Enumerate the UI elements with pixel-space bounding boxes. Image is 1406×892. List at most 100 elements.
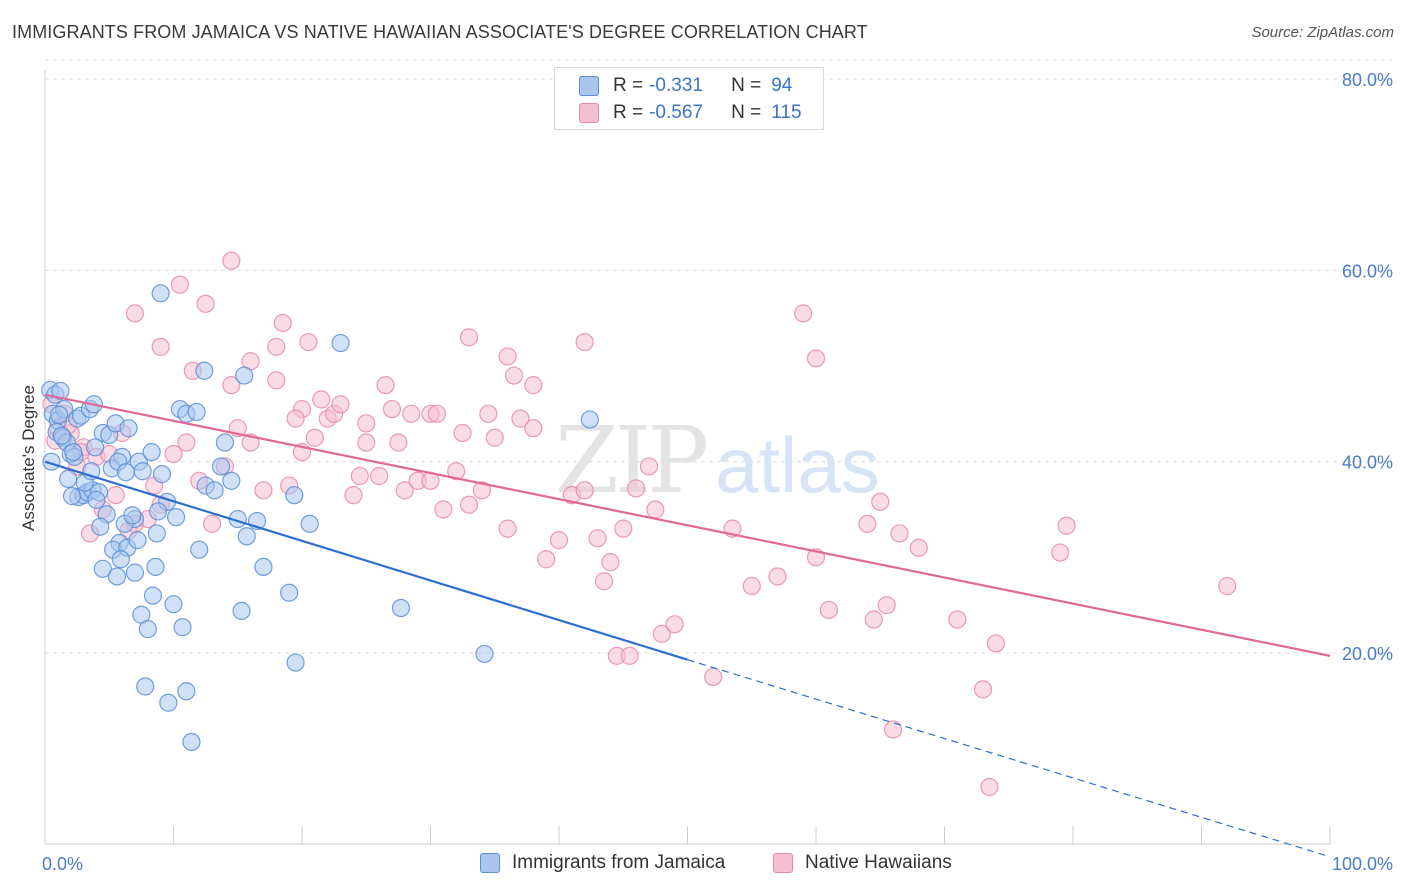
series-swatch-blue [480,853,500,873]
data-point [626,479,646,498]
data-point [504,366,524,385]
x-tick-label: 100.0% [1332,854,1393,874]
data-point [479,404,498,423]
data-point [980,777,999,797]
data-point [116,463,136,482]
data-point [159,693,178,712]
data-point [128,531,147,550]
data-point [475,644,494,664]
data-point [883,720,903,739]
data-point [52,426,71,445]
data-point [1218,576,1237,596]
data-point [1051,543,1070,562]
data-point [395,481,414,500]
data-point [742,576,761,596]
data-point [376,376,395,395]
data-point [138,619,157,639]
data-point [370,466,389,486]
data-point [601,553,620,572]
data-point [524,376,543,395]
data-point [575,332,594,352]
chart-title: IMMIGRANTS FROM JAMAICA VS NATIVE HAWAII… [12,22,868,42]
data-point [704,667,723,687]
data-point [59,469,78,488]
series-legend-hawaiians: Native Hawaiians [773,852,952,874]
legend-n-value: 94 [771,75,793,96]
trend-line-jamaica [44,460,688,661]
data-point [646,500,665,519]
data-point [819,600,838,620]
data-point [871,492,890,511]
data-point [890,524,909,543]
data-point [125,563,145,582]
data-point [136,677,155,696]
data-point [447,462,466,481]
data-point [215,433,234,452]
data-point [877,596,896,615]
legend-row-jamaica: R = -0.331 N = 94 [579,73,792,99]
data-point [195,361,214,380]
data-point [537,550,556,569]
data-point [357,433,376,452]
y-axis-label: Associate's Degree [19,385,38,531]
data-point [222,471,241,490]
data-point [299,332,318,352]
data-point [498,519,517,538]
data-point [106,486,125,505]
data-point [806,349,826,368]
data-point [350,466,369,486]
source-label: Source: ZipAtlas.com [1251,24,1394,41]
data-point [62,487,82,506]
data-point [211,457,231,476]
series-legend-jamaica: Immigrants from Jamaica [480,852,725,874]
data-point [524,419,543,438]
y-tick-label: 60.0% [1342,261,1393,281]
data-point [152,465,172,484]
data-point [232,601,251,621]
data-point [498,347,517,366]
data-point [164,444,183,464]
data-point [459,495,479,514]
data-point [285,486,304,505]
data-point [973,680,993,699]
watermark-atlas: atlas [715,421,880,509]
data-point [93,559,112,578]
legend-n-label: N = [731,75,762,96]
data-point [111,550,130,569]
data-point [594,572,614,591]
data-point [267,337,286,356]
data-point [768,567,787,586]
data-point [580,410,599,429]
data-point [459,328,479,347]
data-point [280,583,299,602]
data-point [190,540,209,559]
legend-r-value: -0.567 [649,102,703,123]
legend-r-label: R = [613,75,644,96]
data-point [64,443,83,462]
data-point [639,457,659,476]
series-legend-label: Immigrants from Jamaica [512,852,726,873]
data-point [575,481,594,500]
data-point [391,598,411,618]
stats-legend: R = -0.331 N = 94 R = -0.567 N = 115 [554,67,824,130]
data-point [148,502,168,521]
data-point [151,337,170,356]
data-point [1057,516,1076,535]
grid-lines [45,59,1392,654]
data-point [858,514,877,533]
series-legend: Immigrants from Jamaica Native Hawaiians [0,852,1406,876]
data-point [235,366,254,385]
data-point [286,409,305,428]
data-point [173,618,192,637]
data-point [305,428,324,447]
legend-row-hawaiians: R = -0.567 N = 115 [579,100,802,126]
y-tick-label: 40.0% [1342,453,1393,473]
data-point [620,646,639,665]
legend-r-label: R = [613,102,644,123]
data-point [511,409,530,428]
data-point [453,423,472,443]
y-tick-label: 80.0% [1342,70,1393,90]
data-point [123,506,142,525]
data-point [86,438,105,457]
